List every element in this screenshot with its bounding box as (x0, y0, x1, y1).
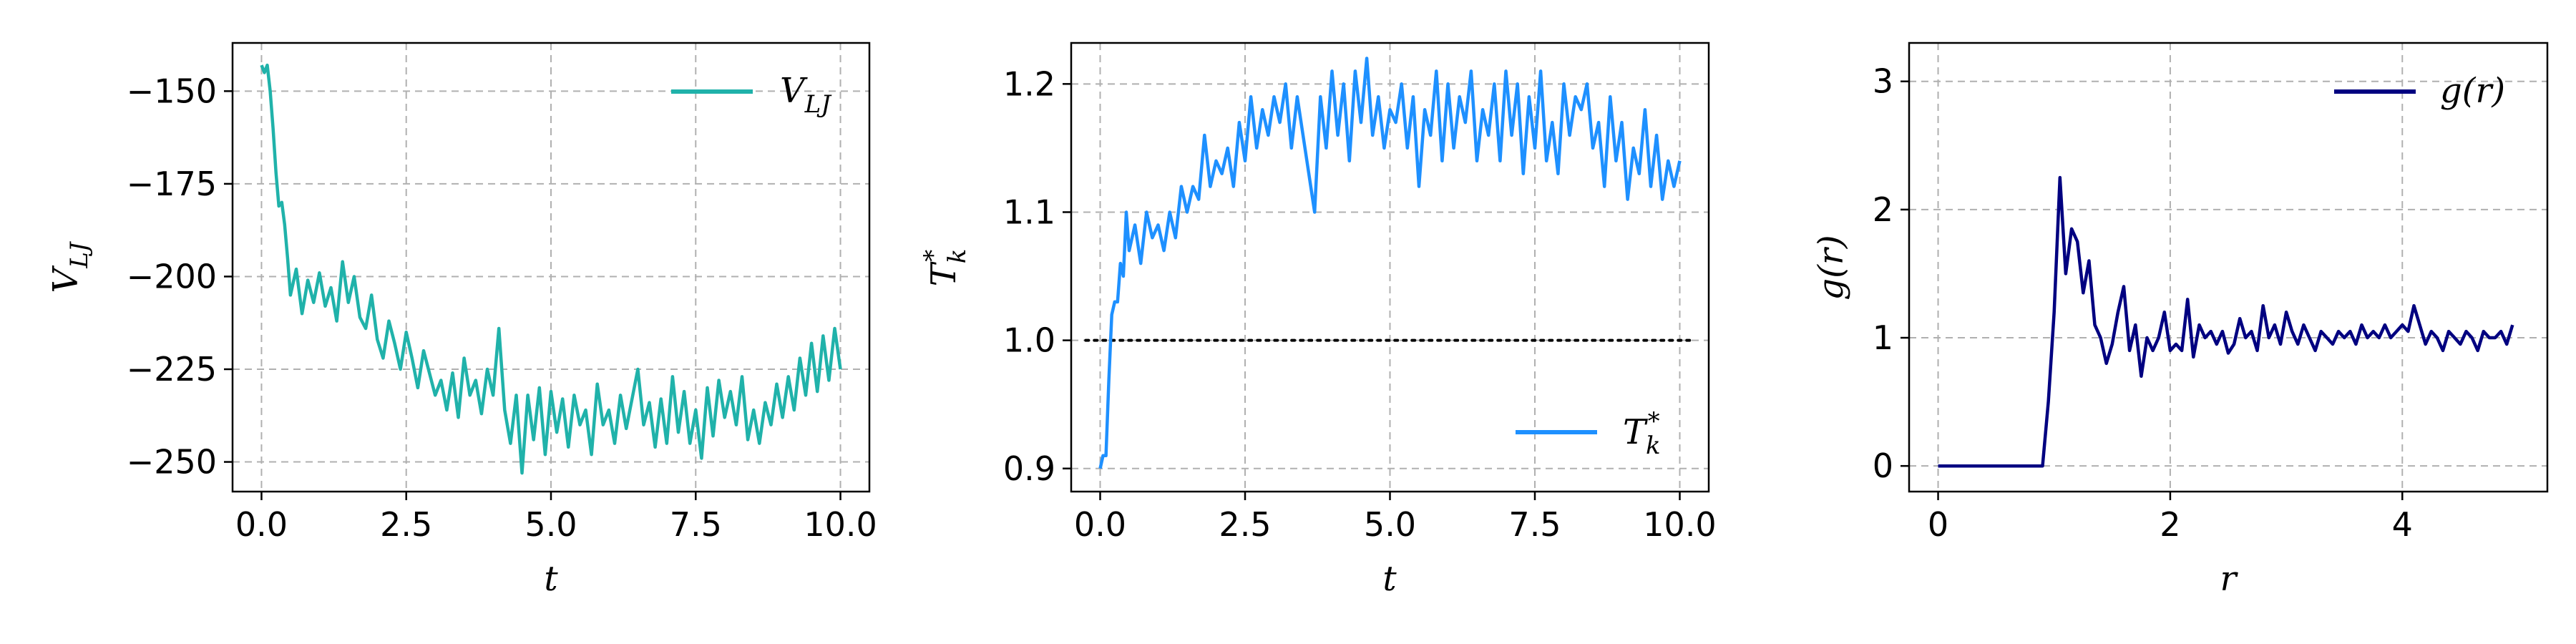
tick-labels: 0.0 2.5 5.0 7.5 10.0 −150 −175 −200 −225 −250 (127, 72, 877, 544)
x-axis-label: t (544, 559, 558, 599)
legend: Tk* (1516, 407, 1661, 460)
legend-label: Tk* (1623, 407, 1661, 460)
plot-frame (1908, 42, 2549, 493)
x-tick-label: 4 (2392, 505, 2413, 544)
y-axis-label-superscript: * (919, 250, 947, 262)
x-tick-label: 0.0 (1074, 505, 1126, 544)
x-tick-label: 5.0 (525, 505, 577, 544)
series-line (1098, 57, 1682, 469)
series-lines (260, 63, 842, 475)
y-tick-label: 1 (1873, 318, 1893, 357)
grid (233, 43, 869, 492)
y-axis-label: g(r) (1811, 235, 1851, 300)
x-axis-label: r (2220, 559, 2239, 599)
x-tick-label: 0.0 (235, 505, 288, 544)
y-tick-label: 2 (1873, 190, 1893, 229)
x-tick-label: 10.0 (1643, 505, 1716, 544)
x-tick-label: 2.5 (1219, 505, 1271, 544)
ticks (224, 90, 841, 500)
grid (1909, 43, 2547, 492)
panel-kinetic-temperature: 0.0 2.5 5.0 7.5 10.0 0.9 1.0 1.1 1.2 t Tk* Tk* (919, 42, 1717, 599)
y-axis-label: Tk* (919, 249, 972, 287)
y-tick-label: 1.0 (1003, 321, 1055, 360)
y-tick-label: −225 (127, 350, 217, 389)
x-tick-label: 2 (2160, 505, 2180, 544)
ticks (1901, 80, 2404, 500)
legend: g(r) (2334, 71, 2505, 111)
y-axis-label-subscript: LJ (65, 240, 94, 269)
panel-radial-distribution: 0 2 4 0 1 2 3 r g(r) g(r) (1811, 42, 2549, 599)
y-tick-label: −150 (127, 72, 217, 110)
x-tick-label: 7.5 (1508, 505, 1561, 544)
y-tick-label: −250 (127, 443, 217, 482)
series-line (1938, 175, 2514, 468)
legend-label: g(r) (2440, 71, 2505, 111)
ticks (1063, 83, 1681, 500)
y-tick-label: −200 (127, 257, 217, 296)
x-tick-label: 0 (1928, 505, 1948, 544)
y-tick-label: 1.1 (1003, 192, 1055, 231)
x-tick-label: 7.5 (670, 505, 722, 544)
x-tick-label: 10.0 (804, 505, 877, 544)
series-line (260, 63, 842, 475)
y-tick-label: 3 (1873, 62, 1893, 101)
y-tick-label: 1.2 (1003, 64, 1055, 103)
series-lines (1098, 57, 1682, 469)
y-tick-label: −175 (127, 165, 217, 203)
tick-labels: 0 2 4 0 1 2 3 (1873, 62, 2413, 544)
x-tick-label: 2.5 (380, 505, 432, 544)
y-tick-label: 0.9 (1003, 449, 1055, 488)
series-lines (1938, 175, 2514, 468)
y-axis-label-subscript: k (943, 249, 972, 264)
y-tick-label: 0 (1873, 447, 1893, 485)
x-axis-label: t (1382, 559, 1397, 599)
x-tick-label: 5.0 (1364, 505, 1416, 544)
tick-labels: 0.0 2.5 5.0 7.5 10.0 0.9 1.0 1.1 1.2 (1003, 64, 1717, 544)
